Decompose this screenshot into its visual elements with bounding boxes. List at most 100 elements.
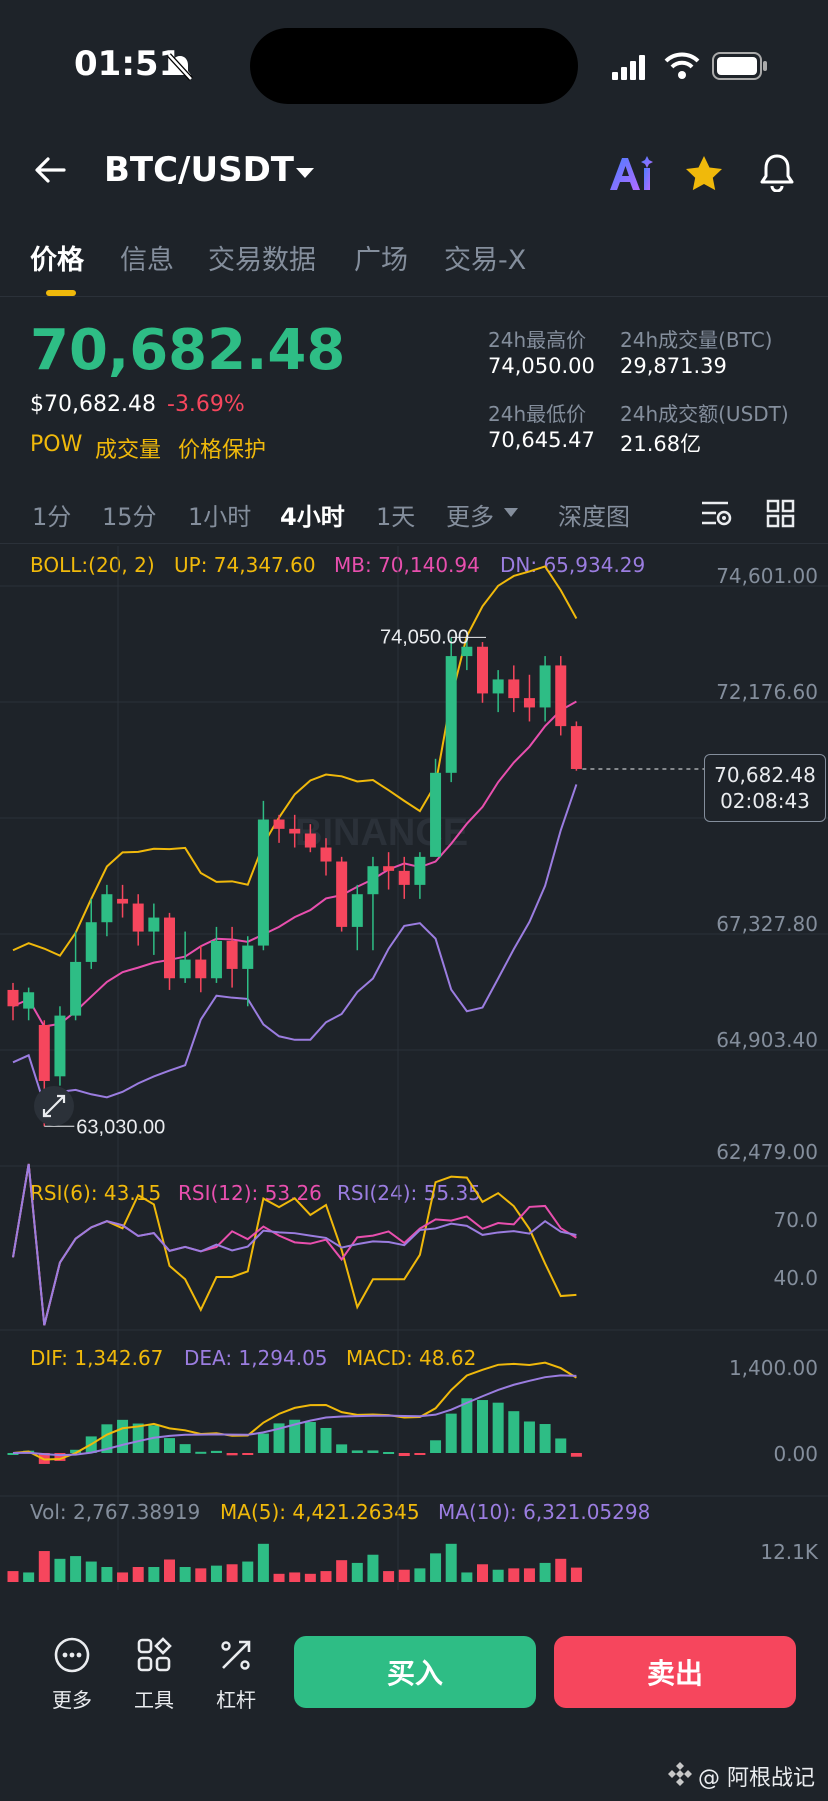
stat-low-label: 24h最低价 bbox=[488, 402, 587, 426]
volume-bar bbox=[101, 1567, 113, 1582]
rsi-axis-tick: 40.0 bbox=[773, 1266, 818, 1290]
notification-bell-icon[interactable] bbox=[758, 152, 796, 192]
high-marker-label: 74,050.00 bbox=[380, 626, 469, 648]
trading-pair-title[interactable]: BTC/USDT bbox=[104, 150, 294, 190]
buy-button[interactable]: 买入 bbox=[294, 1636, 536, 1708]
ai-icon[interactable] bbox=[608, 154, 656, 192]
candle bbox=[179, 959, 191, 979]
cellular-signal-icon bbox=[612, 55, 645, 80]
current-price-label: 70,682.48 bbox=[714, 763, 816, 787]
macd-dif: DIF: 1,342.67 bbox=[30, 1346, 164, 1370]
candle bbox=[164, 917, 175, 979]
candle bbox=[398, 870, 410, 885]
volume-bar bbox=[414, 1568, 426, 1582]
macd-bar bbox=[336, 1444, 348, 1453]
volume-bar bbox=[445, 1543, 457, 1582]
macd-bar bbox=[273, 1423, 285, 1453]
low-marker-label: 63,030.00 bbox=[76, 1116, 165, 1138]
candle bbox=[430, 772, 442, 857]
divider bbox=[0, 296, 828, 297]
macd-bar bbox=[367, 1450, 379, 1453]
candle bbox=[257, 819, 269, 946]
macd-lines bbox=[7, 1361, 582, 1464]
change-percent: -3.69% bbox=[167, 392, 245, 417]
wifi-icon bbox=[664, 52, 700, 79]
volume-bar bbox=[38, 1551, 50, 1582]
fullscreen-button[interactable] bbox=[34, 1086, 74, 1126]
favorite-star-icon[interactable] bbox=[684, 154, 724, 192]
sell-button[interactable]: 卖出 bbox=[554, 1636, 796, 1708]
interval-more[interactable]: 更多 bbox=[446, 503, 494, 531]
tag-price-protection[interactable]: 价格保护 bbox=[178, 438, 267, 463]
rsi12-line bbox=[12, 1163, 577, 1326]
macd-bar bbox=[179, 1444, 191, 1453]
candle bbox=[320, 847, 332, 862]
tab-price[interactable]: 价格 bbox=[30, 245, 84, 276]
tools-button[interactable]: 工具 bbox=[119, 1636, 189, 1713]
macd-bar bbox=[383, 1451, 395, 1454]
more-button[interactable]: 更多 bbox=[37, 1636, 107, 1713]
volume-bar bbox=[555, 1558, 567, 1582]
macd-bar bbox=[117, 1419, 129, 1453]
boll-lines bbox=[12, 565, 578, 1107]
candle bbox=[54, 1015, 66, 1077]
price-axis-tick: 62,479.00 bbox=[716, 1140, 818, 1164]
status-bar: 01:51 bbox=[0, 0, 828, 140]
macd-bar bbox=[210, 1450, 222, 1453]
margin-button[interactable]: 杠杆 bbox=[201, 1636, 271, 1713]
volume-bar bbox=[132, 1567, 144, 1582]
volume-bar bbox=[508, 1568, 520, 1582]
interval-4h[interactable]: 4小时 bbox=[280, 503, 345, 531]
usd-price: $70,682.48 bbox=[30, 392, 156, 417]
interval-1h[interactable]: 1小时 bbox=[188, 503, 252, 531]
macd-bar bbox=[164, 1438, 175, 1453]
rsi6-line bbox=[12, 1163, 577, 1326]
volume-bar bbox=[226, 1564, 238, 1582]
back-arrow-icon[interactable] bbox=[30, 150, 70, 190]
volume-bar bbox=[570, 1567, 582, 1582]
tag-volume[interactable]: 成交量 bbox=[95, 438, 162, 463]
macd-bar bbox=[508, 1411, 520, 1453]
tab-info[interactable]: 信息 bbox=[120, 245, 174, 276]
candles bbox=[7, 637, 582, 1127]
volume-bar bbox=[117, 1572, 129, 1582]
candle bbox=[351, 894, 363, 927]
active-tab-indicator bbox=[46, 290, 76, 296]
layout-grid-icon[interactable] bbox=[766, 499, 796, 529]
more-caret-icon[interactable] bbox=[503, 507, 519, 519]
interval-1d[interactable]: 1天 bbox=[376, 503, 416, 531]
interval-depth[interactable]: 深度图 bbox=[558, 503, 630, 531]
interval-15m[interactable]: 15分 bbox=[102, 503, 157, 531]
pair-dropdown-caret-icon[interactable] bbox=[294, 166, 316, 180]
candle bbox=[477, 646, 488, 694]
chart-settings-icon[interactable] bbox=[700, 499, 732, 529]
tag-pow[interactable]: POW bbox=[30, 432, 83, 457]
macd-bar bbox=[461, 1398, 473, 1453]
volume-bar bbox=[7, 1571, 19, 1582]
tab-square[interactable]: 广场 bbox=[354, 245, 408, 276]
boll-dn-line bbox=[12, 784, 578, 1107]
macd-bar bbox=[257, 1433, 269, 1453]
macd-bar bbox=[477, 1400, 488, 1453]
tab-trade-data[interactable]: 交易数据 bbox=[208, 245, 316, 276]
candle bbox=[383, 866, 395, 871]
macd-axis-tick: 0.00 bbox=[773, 1442, 818, 1466]
tab-trade-x[interactable]: 交易-X bbox=[444, 245, 527, 276]
more-label: 更多 bbox=[52, 1688, 92, 1712]
candle bbox=[132, 903, 144, 932]
volume-bar bbox=[195, 1568, 207, 1582]
macd-bar bbox=[523, 1421, 535, 1453]
candle bbox=[539, 665, 551, 708]
macd-bar bbox=[539, 1424, 551, 1453]
volume-bar bbox=[523, 1568, 535, 1582]
stat-vol-value: 29,871.39 bbox=[620, 354, 727, 378]
stat-high-value: 74,050.00 bbox=[488, 354, 595, 378]
candle-countdown: 02:08:43 bbox=[720, 789, 810, 813]
interval-1m[interactable]: 1分 bbox=[32, 503, 72, 531]
tools-label: 工具 bbox=[134, 1688, 174, 1712]
macd-dea: DEA: 1,294.05 bbox=[184, 1346, 328, 1370]
boll-label: BOLL:(20, 2) bbox=[30, 553, 155, 577]
macd-bar bbox=[289, 1419, 301, 1453]
macd-bar bbox=[555, 1438, 567, 1453]
